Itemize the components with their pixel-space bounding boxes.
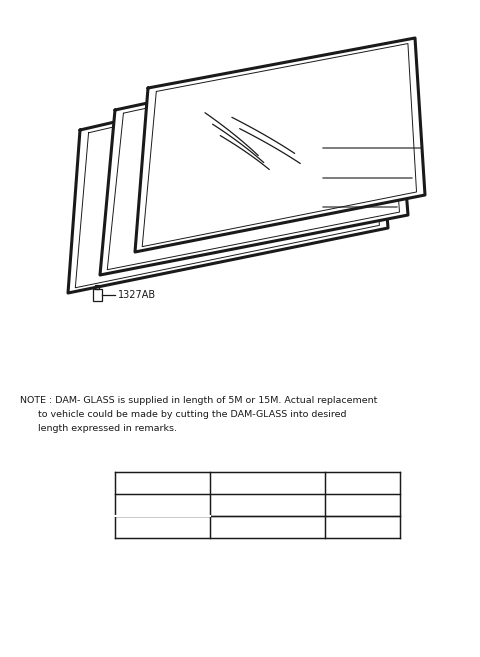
Text: 86121-22A10: 86121-22A10 — [229, 500, 306, 510]
Text: 87130D: 87130D — [323, 143, 361, 153]
Polygon shape — [135, 38, 425, 252]
Text: P/NAME: P/NAME — [140, 478, 185, 488]
Text: P/NO: P/NO — [253, 478, 282, 488]
Text: 150M: 150M — [347, 500, 379, 510]
Bar — [95, 285, 99, 289]
Text: 87111A: 87111A — [323, 173, 360, 183]
Text: DAM-GLASS: DAM-GLASS — [128, 511, 197, 521]
Text: LENGTH: LENGTH — [339, 478, 386, 488]
Polygon shape — [68, 62, 388, 293]
Text: length expressed in remarks.: length expressed in remarks. — [20, 424, 177, 433]
Text: to vehicle could be made by cutting the DAM-GLASS into desired: to vehicle could be made by cutting the … — [20, 410, 347, 419]
Bar — [115, 472, 400, 538]
Text: 1327AB: 1327AB — [118, 290, 156, 300]
Bar — [93, 289, 102, 301]
Text: 86121A: 86121A — [323, 202, 360, 212]
Text: 5M: 5M — [354, 522, 372, 532]
Text: 86121-28A00: 86121-28A00 — [229, 522, 306, 532]
Polygon shape — [100, 50, 408, 275]
Text: NOTE : DAM- GLASS is supplied in length of 5M or 15M. Actual replacement: NOTE : DAM- GLASS is supplied in length … — [20, 396, 377, 405]
